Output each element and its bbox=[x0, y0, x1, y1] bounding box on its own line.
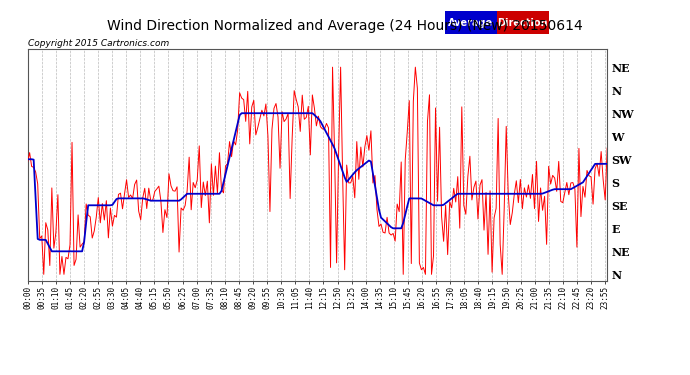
Text: Direction: Direction bbox=[497, 18, 548, 27]
Text: Wind Direction Normalized and Average (24 Hours) (New) 20150614: Wind Direction Normalized and Average (2… bbox=[107, 19, 583, 33]
Text: Average: Average bbox=[448, 18, 493, 27]
Text: Copyright 2015 Cartronics.com: Copyright 2015 Cartronics.com bbox=[28, 39, 169, 48]
